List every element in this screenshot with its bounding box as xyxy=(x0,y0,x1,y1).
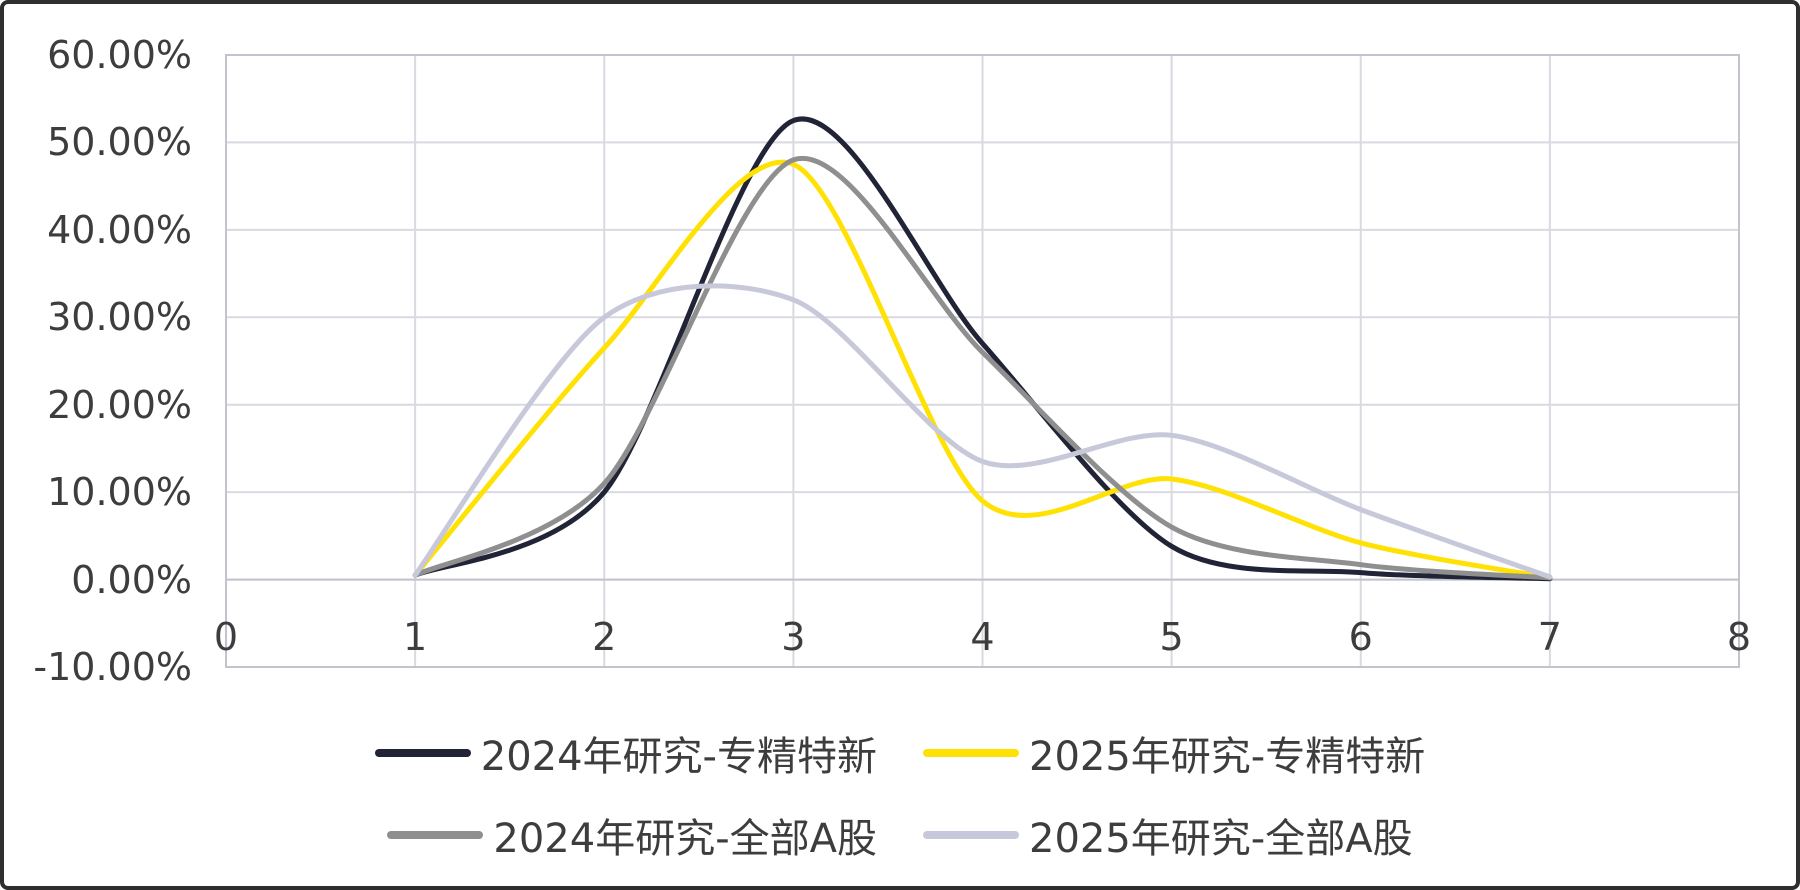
x-tick-label: 0 xyxy=(213,615,239,659)
legend-label: 2024年研究-专精特新 xyxy=(480,734,877,780)
series-line xyxy=(412,159,1553,581)
legend-item: 2024年研究-全部A股 xyxy=(387,806,877,864)
legend-row: 2024年研究-专精特新 2025年研究-专精特新 xyxy=(374,724,1425,782)
legend: 2024年研究-专精特新 2025年研究-专精特新 2024年研究-全部A股 2025… xyxy=(4,724,1796,864)
series-line xyxy=(412,155,1553,581)
y-tick-label: 20.00% xyxy=(47,382,192,427)
y-tick-label: 0.00% xyxy=(71,557,192,602)
y-tick-label: 50.00% xyxy=(47,120,192,165)
legend-line-swatch xyxy=(923,749,1019,757)
x-tick-label: 3 xyxy=(781,615,806,659)
x-tick-label: 8 xyxy=(1726,615,1752,659)
series-line xyxy=(412,116,1553,582)
legend-line-swatch xyxy=(374,749,471,757)
legend-line-swatch xyxy=(387,831,484,839)
legend-item: 2025年研究-全部A股 xyxy=(923,806,1413,864)
x-tick-label: 5 xyxy=(1159,615,1184,659)
series-line xyxy=(412,283,1553,580)
legend-label: 2025年研究-全部A股 xyxy=(1029,816,1413,862)
legend-item: 2024年研究-专精特新 xyxy=(374,724,877,782)
y-tick-label: 30.00% xyxy=(47,295,192,340)
y-tick-label: 40.00% xyxy=(47,207,192,252)
y-tick-label: -10.00% xyxy=(33,645,192,689)
x-tick-label: 7 xyxy=(1537,615,1562,659)
y-tick-label: 60.00% xyxy=(47,33,192,77)
plot-border xyxy=(225,54,1740,668)
legend-row: 2024年研究-全部A股 2025年研究-全部A股 xyxy=(387,806,1413,864)
legend-item: 2025年研究-专精特新 xyxy=(923,724,1425,782)
legend-label: 2025年研究-专精特新 xyxy=(1029,734,1426,780)
y-tick-label: 10.00% xyxy=(47,470,192,515)
plot-area xyxy=(225,54,1740,668)
x-tick-label: 4 xyxy=(970,615,995,659)
x-tick-label: 6 xyxy=(1348,615,1373,659)
legend-label: 2024年研究-全部A股 xyxy=(493,816,877,862)
legend-line-swatch xyxy=(923,831,1019,839)
x-tick-label: 2 xyxy=(592,615,617,659)
x-tick-label: 1 xyxy=(403,615,428,659)
